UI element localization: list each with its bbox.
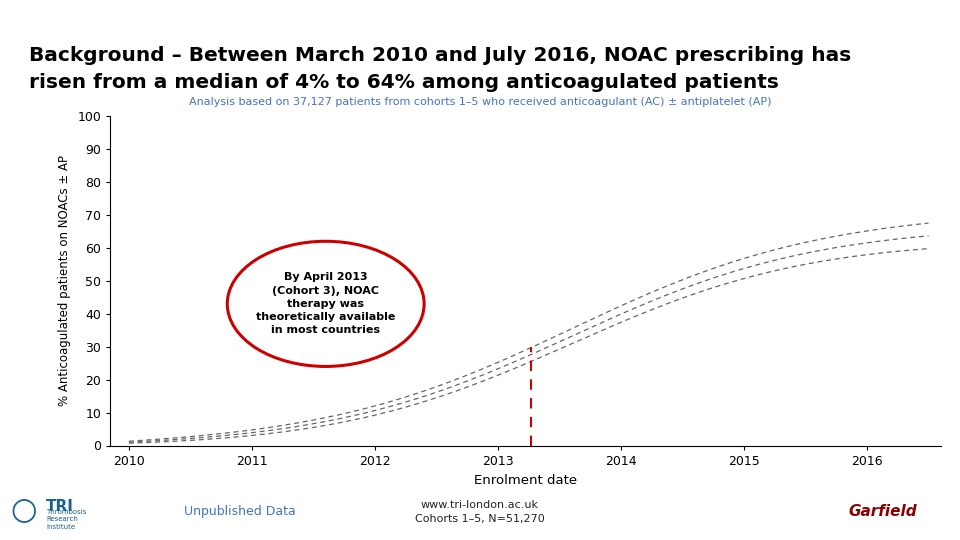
Text: Unpublished Data: Unpublished Data <box>184 505 296 518</box>
Text: www.tri-london.ac.uk
Cohorts 1–5, N=51,270: www.tri-london.ac.uk Cohorts 1–5, N=51,2… <box>415 501 545 523</box>
Text: Background – Between March 2010 and July 2016, NOAC prescribing has: Background – Between March 2010 and July… <box>29 46 852 65</box>
Text: Thrombosis
Research
Institute: Thrombosis Research Institute <box>46 509 86 530</box>
Text: Garfield: Garfield <box>849 504 918 519</box>
Text: By April 2013
(Cohort 3), NOAC
therapy was
theoretically available
in most count: By April 2013 (Cohort 3), NOAC therapy w… <box>256 273 396 335</box>
Ellipse shape <box>228 241 424 367</box>
X-axis label: Enrolment date: Enrolment date <box>474 475 577 488</box>
Text: ○: ○ <box>11 496 37 525</box>
Y-axis label: % Anticoagulated patients on NOACs ± AP: % Anticoagulated patients on NOACs ± AP <box>58 156 70 406</box>
Text: TRI: TRI <box>46 499 74 514</box>
Text: Analysis based on 37,127 patients from cohorts 1–5 who received anticoagulant (A: Analysis based on 37,127 patients from c… <box>189 97 771 107</box>
Text: risen from a median of 4% to 64% among anticoagulated patients: risen from a median of 4% to 64% among a… <box>29 73 779 92</box>
